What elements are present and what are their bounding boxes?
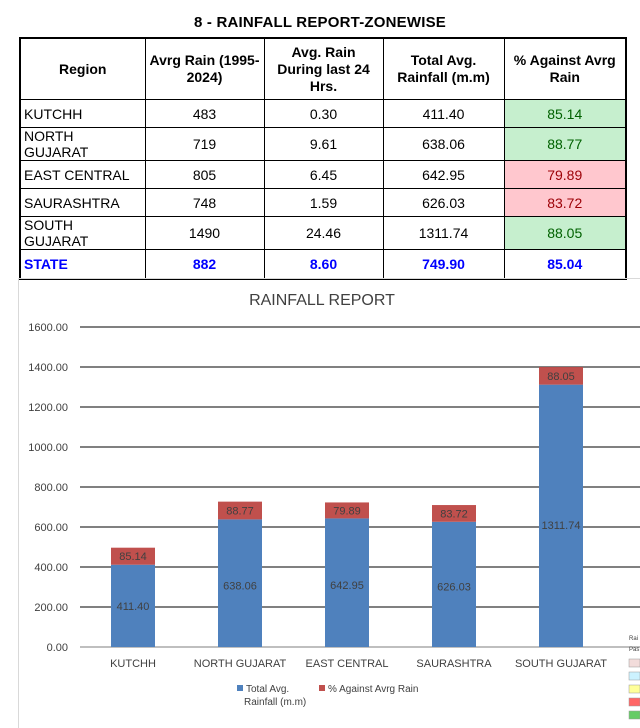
data-label: 626.03 xyxy=(437,582,471,594)
cell-region: NORTH GUJARAT xyxy=(19,127,146,161)
bar-total-rainfall xyxy=(111,564,155,647)
data-label: 88.05 xyxy=(547,371,575,383)
bar-pct-against-avg xyxy=(325,502,369,519)
side-legend-label: Pas xyxy=(629,647,639,653)
bar-pct-against-avg xyxy=(111,547,155,565)
table-row: EAST CENTRAL 805 6.45 642.95 79.89 xyxy=(19,160,627,189)
state-cell-pct: 85.04 xyxy=(503,249,627,280)
cell-avg-rain: 1490 xyxy=(144,216,265,250)
cell-pct: 88.05 xyxy=(503,216,627,250)
data-label: 411.40 xyxy=(117,601,150,613)
legend-label-total-rainfall: Total Avg. xyxy=(246,684,289,695)
y-tick-label: 1600.00 xyxy=(28,322,68,334)
y-tick-label: 0.00 xyxy=(47,642,68,654)
bar-pct-against-avg xyxy=(218,501,262,520)
y-tick-label: 400.00 xyxy=(34,562,68,574)
chart-frame xyxy=(18,278,640,728)
x-tick-label: SAURASHTRA xyxy=(416,658,492,670)
table-header-row: Region Avrg Rain (1995-2024) Avg. Rain D… xyxy=(19,37,627,100)
legend-swatch-pct-against-avg xyxy=(319,685,325,691)
cell-total: 642.95 xyxy=(382,160,505,189)
cell-total: 1311.74 xyxy=(382,216,505,250)
bar-total-rainfall xyxy=(325,518,369,647)
chart-title: RAINFALL REPORT xyxy=(249,292,395,309)
y-tick-label: 200.00 xyxy=(34,602,68,614)
data-label: 79.89 xyxy=(333,505,361,517)
cell-last24: 0.30 xyxy=(263,99,384,128)
rainfall-table: Region Avrg Rain (1995-2024) Avg. Rain D… xyxy=(19,37,627,280)
x-tick-label: NORTH GUJARAT xyxy=(194,658,287,670)
bar-pct-against-avg xyxy=(539,367,583,385)
header-region: Region xyxy=(19,37,146,100)
y-tick-label: 800.00 xyxy=(34,482,68,494)
side-legend-swatch xyxy=(628,658,640,668)
cell-region: EAST CENTRAL xyxy=(19,160,146,189)
table-body: KUTCHH 483 0.30 411.40 85.14 NORTH GUJARAT 719… xyxy=(19,99,627,280)
side-legend-swatch xyxy=(628,697,640,707)
header-total: Total Avg. Rainfall (m.m) xyxy=(382,37,505,100)
cell-pct: 83.72 xyxy=(503,188,627,217)
state-cell-last24: 8.60 xyxy=(263,249,384,280)
data-label: 642.95 xyxy=(330,580,364,592)
data-label: 1311.74 xyxy=(542,520,581,532)
legend-swatch-total-rainfall xyxy=(237,685,243,691)
bar-total-rainfall xyxy=(432,521,476,647)
data-label: 88.77 xyxy=(226,506,254,518)
side-legend-swatch xyxy=(628,710,640,720)
cell-region: SAURASHTRA xyxy=(19,188,146,217)
cell-pct: 88.77 xyxy=(503,127,627,161)
bar-total-rainfall xyxy=(218,519,262,647)
cell-region: KUTCHH xyxy=(19,99,146,128)
side-legend-swatch xyxy=(628,684,640,694)
y-tick-label: 1200.00 xyxy=(28,402,68,414)
table-row: SOUTH GUJARAT 1490 24.46 1311.74 88.05 xyxy=(19,216,627,250)
data-label: 83.72 xyxy=(440,508,468,520)
y-tick-label: 1000.00 xyxy=(28,442,68,454)
data-label: 638.06 xyxy=(223,581,257,593)
bar-pct-against-avg xyxy=(432,505,476,522)
table-row: SAURASHTRA 748 1.59 626.03 83.72 xyxy=(19,188,627,217)
state-cell-avg-rain: 882 xyxy=(144,249,265,280)
cell-last24: 1.59 xyxy=(263,188,384,217)
y-tick-label: 1400.00 xyxy=(28,362,68,374)
report-title: 8 - RAINFALL REPORT-ZONEWISE xyxy=(193,14,446,31)
x-tick-label: EAST CENTRAL xyxy=(306,658,389,670)
cell-pct: 79.89 xyxy=(503,160,627,189)
x-tick-label: KUTCHH xyxy=(110,658,156,670)
legend-label-pct-against-avg: % Against Avrg Rain xyxy=(328,684,418,695)
state-total-row: STATE 882 8.60 749.90 85.04 xyxy=(19,249,627,280)
data-label: 85.14 xyxy=(119,551,147,563)
state-cell-region: STATE xyxy=(19,249,146,280)
header-avg-rain: Avrg Rain (1995-2024) xyxy=(144,37,265,100)
header-pct: % Against Avrg Rain xyxy=(503,37,627,100)
cell-last24: 6.45 xyxy=(263,160,384,189)
legend-label-total-rainfall-line2: Rainfall (m.m) xyxy=(244,697,306,708)
side-legend-label: Rai xyxy=(629,636,638,642)
bar-total-rainfall xyxy=(539,384,583,647)
cell-last24: 24.46 xyxy=(263,216,384,250)
x-tick-label: SOUTH GUJARAT xyxy=(515,658,607,670)
y-tick-label: 600.00 xyxy=(34,522,68,534)
cell-pct: 85.14 xyxy=(503,99,627,128)
side-legend-swatch xyxy=(628,671,640,681)
